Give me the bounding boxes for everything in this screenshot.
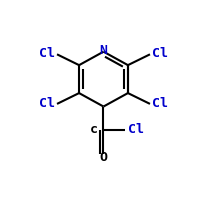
Text: c: c (89, 123, 97, 136)
Text: Cl: Cl (39, 47, 55, 60)
Text: Cl: Cl (39, 97, 55, 110)
Text: N: N (99, 43, 107, 57)
Text: Cl: Cl (151, 47, 167, 60)
Text: Cl: Cl (151, 97, 167, 110)
Text: Cl: Cl (127, 123, 143, 137)
Text: O: O (99, 151, 107, 164)
